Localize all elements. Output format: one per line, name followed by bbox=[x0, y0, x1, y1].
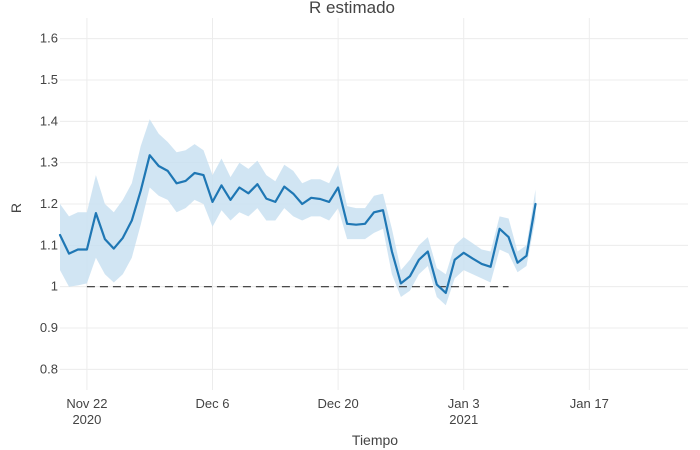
series-line-layer bbox=[58, 154, 537, 294]
y-tick-label: 1.4 bbox=[40, 113, 58, 128]
y-tick-label: 1.1 bbox=[40, 237, 58, 252]
y-tick-label: 1.3 bbox=[40, 155, 58, 170]
x-tick-year-label: 2021 bbox=[449, 412, 478, 427]
x-tick-label: Dec 20 bbox=[318, 396, 359, 411]
x-tick-label: Jan 3 bbox=[448, 396, 480, 411]
x-axis-title: Tiempo bbox=[352, 432, 398, 448]
y-tick-label: 1 bbox=[51, 279, 58, 294]
confidence-band bbox=[60, 119, 536, 306]
series-line bbox=[58, 154, 537, 294]
y-tick-label: 1.6 bbox=[40, 31, 58, 46]
y-tick-label: 0.8 bbox=[40, 361, 58, 376]
chart-title: R estimado bbox=[309, 0, 395, 17]
y-axis-ticks: 0.8 0.9 1 1.1 1.2 1.3 1.4 1.5 1.6 bbox=[40, 31, 58, 377]
y-axis-title: R bbox=[8, 203, 24, 213]
x-tick-label: Nov 22 bbox=[66, 396, 107, 411]
x-tick-label: Jan 17 bbox=[570, 396, 609, 411]
confidence-band-layer bbox=[60, 119, 536, 306]
x-tick-year-label: 2020 bbox=[72, 412, 101, 427]
y-tick-label: 1.5 bbox=[40, 72, 58, 87]
y-tick-label: 0.9 bbox=[40, 320, 58, 335]
x-tick-label: Dec 6 bbox=[196, 396, 230, 411]
y-tick-label: 1.2 bbox=[40, 196, 58, 211]
